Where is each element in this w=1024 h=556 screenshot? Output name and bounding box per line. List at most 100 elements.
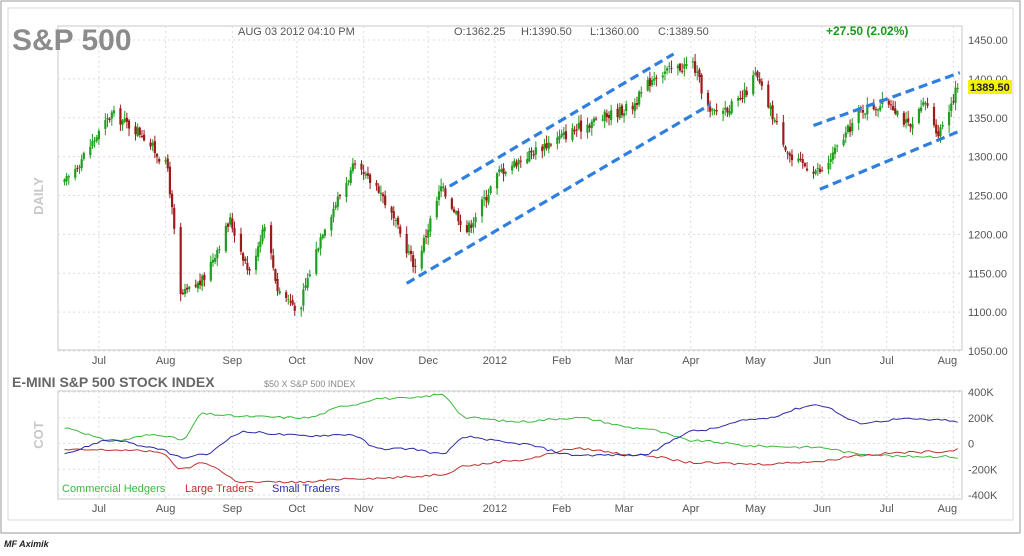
candle-up [437,185,441,206]
candle-up [956,83,959,93]
candle-up [663,65,667,81]
candle-up [495,172,499,195]
candle-up [364,171,367,179]
candle-down [173,203,176,235]
cot-x-tick-label: Jul [92,503,106,515]
candle-up [82,151,85,161]
candle-down [396,215,400,230]
candle-up [95,134,98,144]
candle-up [773,117,776,124]
candle-down [170,190,174,215]
candle-down [616,103,619,123]
candle-up [110,110,113,126]
candle-down [771,100,774,125]
cot-x-tick-label: Nov [354,503,374,515]
candle-up [743,82,746,104]
candle-up [196,280,200,293]
candle-up [334,201,337,211]
candle-down [127,118,131,137]
price-x-tick-label: Aug [156,355,176,367]
candle-down [681,63,684,74]
price-y-axis: 1450.001400.001350.001300.001250.001200.… [968,35,1008,358]
candle-up [67,174,70,185]
candle-down [233,221,236,243]
cot-x-tick-label: Jul [880,503,894,515]
cot-x-tick-label: May [745,503,766,515]
price-y-tick-label: 1050.00 [968,346,1008,358]
candle-up [442,182,445,192]
candle-down [579,114,583,140]
candle-up [63,178,66,186]
candle-down [409,245,413,262]
candle-up [846,124,850,134]
candle-up [89,138,92,159]
candle-up [121,119,124,131]
candle-up [317,247,320,253]
candle-down [801,153,804,169]
candle-down [291,295,294,306]
cot-x-tick-label: Aug [156,503,176,515]
candle-up [254,248,258,275]
candle-down [758,72,761,85]
candle-up [844,126,847,144]
candle-up [814,168,817,176]
candle-down [153,135,156,159]
open-price: O:1362.25 [454,26,505,38]
candle-up [754,67,757,76]
candle-up [876,107,880,117]
candle-down [360,160,363,176]
candle-up [91,133,94,150]
candle-down [848,119,852,137]
candle-up [752,70,755,97]
candle-up [586,117,589,139]
candle-down [198,273,202,290]
candle-down [799,151,802,162]
candle-up [650,76,654,88]
candle-down [541,144,544,159]
candle-up [259,235,262,253]
cot-panel-label: COT [31,421,46,449]
candle-up [769,102,772,117]
price-x-tick-label: Feb [552,355,571,367]
candle-down [274,268,277,284]
candle-up [904,111,908,129]
candle-down [452,206,456,214]
candle-up [480,196,484,223]
cot-panel [57,390,963,500]
candle-up [216,247,219,266]
candle-up [618,102,621,121]
candle-up [728,105,731,117]
candle-down [818,164,822,174]
candle-up [640,86,643,98]
cot-title: E-MINI S&P 500 STOCK INDEX [12,374,215,390]
candle-up [638,90,641,107]
price-candles [63,53,959,317]
candle-up [676,63,679,76]
candle-down [390,205,393,221]
candle-down [465,220,469,234]
candle-down [760,78,763,91]
candle-down [412,251,415,273]
candle-down [166,154,169,172]
candle-down [519,155,522,168]
candle-down [108,117,111,123]
candle-up [422,234,426,254]
candle-down [786,150,789,160]
candle-up [601,114,604,122]
candle-up [571,123,574,143]
candle-down [244,256,247,264]
candle-down [726,106,729,118]
cot-gridlines [58,391,962,499]
candle-up [394,217,398,228]
candle-up [183,283,187,298]
candle-up [349,167,352,186]
candle-down [470,219,473,233]
candle-down [694,53,697,77]
candle-up [302,283,305,312]
candle-down [678,62,682,73]
candle-up [696,65,699,81]
chart-inner-frame [7,7,1014,521]
candle-up [379,185,382,202]
candle-up [332,202,335,223]
price-x-tick-label: Jul [880,355,894,367]
